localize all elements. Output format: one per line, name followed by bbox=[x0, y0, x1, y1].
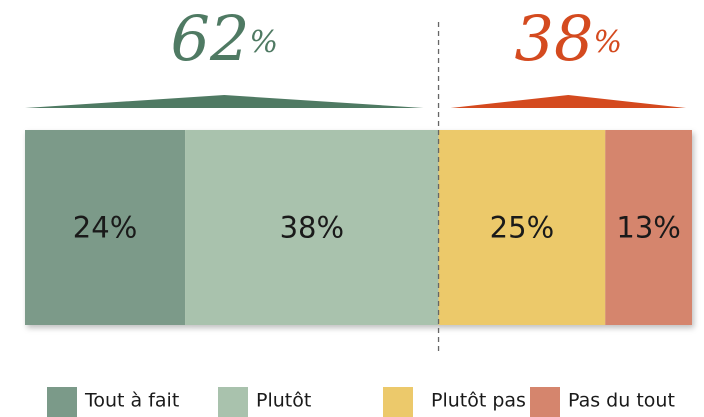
legend-swatch bbox=[218, 387, 248, 417]
value-label: 25% bbox=[490, 211, 554, 245]
legend-label: Plutôt pas bbox=[431, 390, 526, 412]
bar-segment bbox=[438, 130, 606, 325]
bar-segment bbox=[25, 130, 186, 325]
legend-swatch bbox=[530, 387, 560, 417]
group-bracket bbox=[25, 95, 424, 108]
legend-swatch bbox=[47, 387, 77, 417]
bar-segment bbox=[185, 130, 439, 325]
group-total-unit: % bbox=[249, 25, 278, 60]
legend-swatch bbox=[383, 387, 413, 417]
legend-label: Pas du tout bbox=[568, 390, 675, 412]
group-total-value: 62 bbox=[171, 2, 250, 75]
group-total: 38% bbox=[515, 2, 622, 75]
bar-segment bbox=[605, 130, 692, 325]
value-label: 24% bbox=[73, 211, 137, 245]
legend-label: Tout à fait bbox=[84, 390, 179, 412]
group-total-unit: % bbox=[593, 25, 622, 60]
value-label: 38% bbox=[280, 211, 344, 245]
group-total: 62% bbox=[171, 2, 278, 75]
group-total-value: 38 bbox=[515, 2, 594, 75]
legend-label: Plutôt bbox=[256, 390, 311, 412]
group-bracket bbox=[450, 95, 686, 108]
bar-group bbox=[25, 130, 692, 325]
value-label: 13% bbox=[616, 211, 680, 245]
